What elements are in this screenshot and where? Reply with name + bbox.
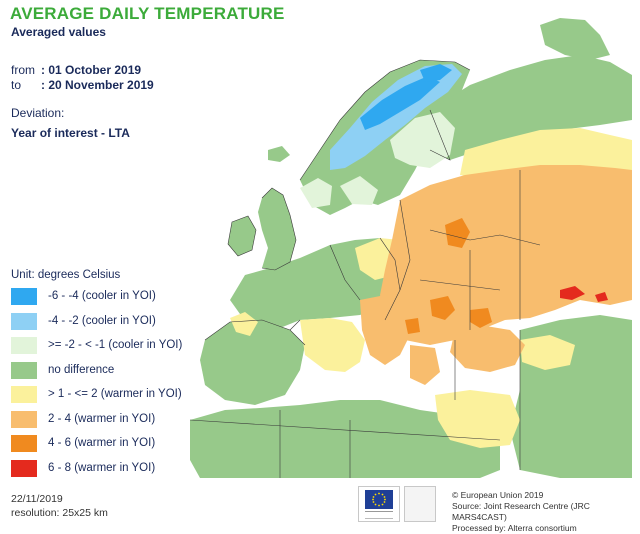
legend-swatch bbox=[11, 410, 37, 428]
map-date: 22/11/2019 bbox=[11, 493, 63, 505]
legend-item: -6 - -4 (cooler in YOI) bbox=[11, 287, 201, 312]
map-title: AVERAGE DAILY TEMPERATURE bbox=[10, 4, 285, 23]
period-from: from : 01 October 2019 bbox=[11, 63, 141, 77]
from-value: : 01 October 2019 bbox=[41, 63, 142, 77]
eu-flag-icon bbox=[365, 490, 393, 509]
legend-label: -6 - -4 (cooler in YOI) bbox=[48, 290, 156, 302]
credit-copyright: © European Union 2019 bbox=[452, 490, 544, 500]
legend-swatch bbox=[11, 288, 37, 305]
legend-item: 6 - 8 (warmer in YOI) bbox=[11, 459, 201, 484]
legend-label: 6 - 8 (warmer in YOI) bbox=[48, 461, 156, 474]
to-label: to bbox=[11, 78, 22, 92]
land-cooler-slight bbox=[300, 112, 455, 208]
legend-unit: Unit: degrees Celsius bbox=[11, 269, 121, 281]
credit-processed: Processed by: Alterra consortium bbox=[452, 523, 577, 533]
legend-label: -4 - -2 (cooler in YOI) bbox=[48, 314, 156, 327]
to-value: : 20 November 2019 bbox=[41, 78, 154, 92]
legend: -6 - -4 (cooler in YOI) -4 - -2 (cooler … bbox=[11, 287, 201, 483]
legend-swatch bbox=[11, 312, 37, 330]
legend-label: no difference bbox=[48, 363, 115, 376]
legend-item: > 1 - <= 2 (warmer in YOI) bbox=[11, 385, 201, 410]
legend-swatch bbox=[11, 435, 37, 452]
credits: © European Union 2019 Source: Joint Rese… bbox=[452, 490, 640, 534]
land-warmer-slight bbox=[230, 128, 632, 448]
map-subtitle: Averaged values bbox=[11, 25, 106, 39]
legend-label: 4 - 6 (warmer in YOI) bbox=[48, 437, 156, 449]
legend-swatch bbox=[11, 459, 37, 477]
land-warmer-extreme bbox=[560, 286, 608, 302]
credit-source: Source: Joint Research Centre (JRC MARS4… bbox=[452, 501, 590, 522]
eu-logo-caption-lines bbox=[365, 511, 393, 519]
deviation-value: Year of interest - LTA bbox=[11, 126, 130, 140]
legend-swatch bbox=[11, 337, 37, 354]
legend-item: -4 - -2 (cooler in YOI) bbox=[11, 312, 201, 337]
legend-label: 2 - 4 (warmer in YOI) bbox=[48, 412, 156, 425]
legend-item: >= -2 - < -1 (cooler in YOI) bbox=[11, 336, 201, 361]
country-borders bbox=[189, 59, 541, 478]
deviation-label: Deviation: bbox=[11, 106, 65, 120]
eu-flag-logo bbox=[358, 486, 400, 522]
legend-item: 4 - 6 (warmer in YOI) bbox=[11, 434, 201, 459]
from-label: from bbox=[11, 63, 35, 77]
legend-swatch bbox=[11, 361, 37, 379]
commission-logo bbox=[404, 486, 436, 522]
legend-swatch bbox=[11, 386, 37, 403]
legend-label: > 1 - <= 2 (warmer in YOI) bbox=[48, 388, 182, 400]
land-warmer-high bbox=[405, 218, 492, 334]
land-cooler-blue bbox=[330, 64, 462, 170]
map-resolution: resolution: 25x25 km bbox=[11, 507, 108, 519]
legend-item: no difference bbox=[11, 361, 201, 386]
eu-stars-icon bbox=[372, 492, 386, 507]
period-to: to : 20 November 2019 bbox=[11, 78, 154, 92]
legend-label: >= -2 - < -1 (cooler in YOI) bbox=[48, 339, 183, 351]
legend-item: 2 - 4 (warmer in YOI) bbox=[11, 410, 201, 435]
